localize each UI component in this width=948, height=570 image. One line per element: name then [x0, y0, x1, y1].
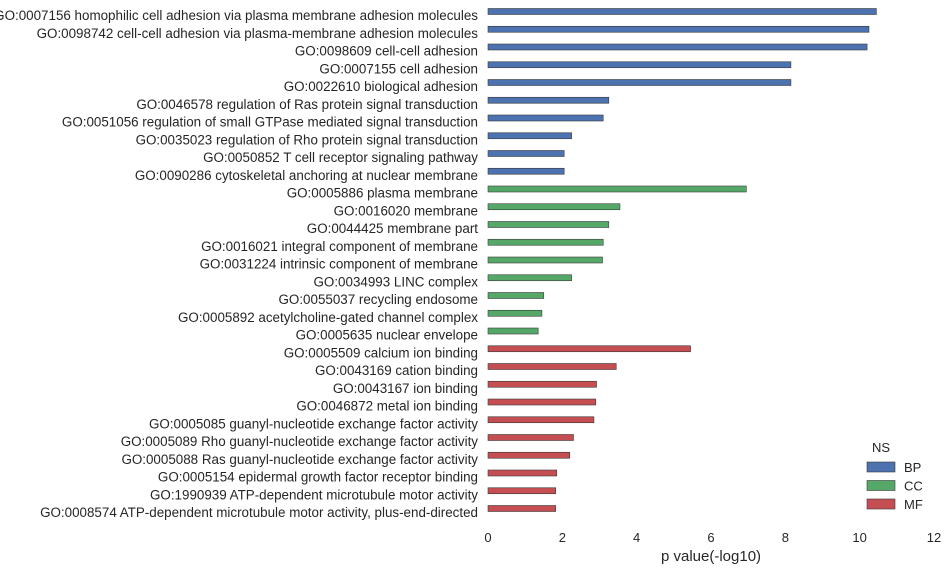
y-tick-label: GO:0050852 T cell receptor signaling pat…: [203, 150, 478, 165]
bar-mf-2: [487, 380, 597, 388]
y-tick-label: GO:0005154 epidermal growth factor recep…: [158, 470, 478, 485]
y-tick-label: GO:0005085 guanyl-nucleotide exchange fa…: [149, 416, 478, 431]
legend-items: BP CC MF: [866, 460, 923, 512]
y-tick-label: GO:0034993 LINC complex: [314, 274, 479, 289]
x-tick-labels: 0 2 4 6 8 10 12: [484, 530, 941, 545]
y-tick-label: GO:0022610 biological adhesion: [284, 79, 478, 94]
y-tick-label: GO:0098609 cell-cell adhesion: [295, 44, 478, 59]
y-tick-label: GO:0005088 Ras guanyl-nucleotide exchang…: [121, 452, 478, 467]
y-tick-label: GO:0008574 ATP-dependent microtubule mot…: [40, 505, 478, 520]
y-tick-label: GO:0005089 Rho guanyl-nucleotide exchang…: [121, 434, 479, 449]
x-tick-label: 8: [782, 530, 789, 545]
legend: NS BP CC MF: [866, 440, 923, 512]
y-tick-label: GO:0043167 ion binding: [333, 381, 478, 396]
legend-title: NS: [872, 440, 890, 455]
bar-mf-5: [487, 434, 574, 441]
bar-bp-8: [487, 150, 565, 157]
y-tick-label: GO:0051056 regulation of small GTPase me…: [62, 115, 478, 130]
x-tick-label: 10: [852, 530, 866, 545]
x-tick-label: 12: [927, 530, 941, 545]
x-tick-label: 0: [484, 530, 491, 545]
y-tick-labels: GO:0007156 homophilic cell adhesion via …: [0, 8, 478, 520]
y-tick-label: GO:0007156 homophilic cell adhesion via …: [0, 8, 478, 23]
bar-bp-3: [487, 61, 792, 69]
legend-swatch-bp: [866, 461, 896, 473]
bar-bp-0: [487, 8, 877, 15]
legend-label-mf: MF: [904, 497, 923, 512]
y-tick-label: GO:0046872 metal ion binding: [296, 399, 478, 414]
y-tick-label: GO:0090286 cytoskeletal anchoring at nuc…: [135, 168, 478, 183]
bar-mf-7: [487, 469, 558, 477]
y-tick-label: GO:1990939 ATP-dependent microtubule mot…: [150, 487, 478, 502]
y-tick-label: GO:0035023 regulation of Rho protein sig…: [136, 132, 478, 147]
x-tick-label: 6: [707, 530, 714, 545]
bar-bp-1: [487, 25, 870, 33]
bar-mf-3: [487, 398, 597, 406]
bar-mf-4: [487, 416, 595, 424]
bar-cc-4: [487, 256, 603, 264]
x-axis-label: p value(-log10): [661, 548, 761, 565]
bar-bp-2: [487, 43, 868, 51]
bar-cc-3: [487, 238, 604, 246]
y-tick-label: GO:0044425 membrane part: [307, 221, 478, 236]
bar-cc-6: [487, 292, 545, 299]
bar-bp-7: [487, 132, 572, 140]
y-tick-label: GO:0007155 cell adhesion: [319, 61, 478, 76]
bar-bp-6: [487, 114, 604, 122]
bar-cc-0: [487, 185, 747, 193]
y-tick-label: GO:0005886 plasma membrane: [287, 186, 478, 201]
bar-mf-1: [487, 363, 617, 370]
x-tick-label: 2: [559, 530, 566, 545]
y-tick-label: GO:0098742 cell-cell adhesion via plasma…: [37, 26, 479, 41]
y-tick-label: GO:0016021 integral component of membran…: [201, 239, 478, 254]
bars: [487, 8, 877, 512]
bar-cc-1: [487, 203, 621, 211]
bar-bp-9: [487, 167, 565, 175]
bar-mf-6: [487, 451, 571, 459]
bar-cc-8: [487, 327, 539, 335]
bar-mf-9: [487, 505, 556, 512]
y-tick-label: GO:0043169 cation binding: [315, 363, 478, 378]
bar-cc-2: [487, 221, 610, 228]
x-tick-label: 4: [633, 530, 640, 545]
y-tick-label: GO:0046578 regulation of Ras protein sig…: [136, 97, 478, 112]
bar-bp-5: [487, 96, 610, 104]
legend-label-cc: CC: [904, 479, 923, 494]
bar-mf-0: [487, 345, 691, 353]
y-tick-label: GO:0005635 nuclear envelope: [296, 328, 478, 343]
legend-swatch-mf: [866, 498, 896, 510]
y-tick-label: GO:0016020 membrane: [334, 203, 478, 218]
legend-swatch-cc: [866, 480, 896, 491]
bar-cc-7: [487, 309, 543, 317]
y-tick-label: GO:0031224 intrinsic component of membra…: [200, 257, 478, 272]
y-tick-label: GO:0055037 recycling endosome: [279, 292, 479, 307]
y-tick-label: GO:0005892 acetylcholine-gated channel c…: [178, 310, 478, 325]
bar-bp-4: [487, 79, 792, 86]
legend-label-bp: BP: [904, 460, 921, 475]
y-tick-label: GO:0005509 calcium ion binding: [284, 345, 478, 360]
bar-mf-8: [487, 487, 556, 495]
bar-cc-5: [487, 274, 572, 282]
